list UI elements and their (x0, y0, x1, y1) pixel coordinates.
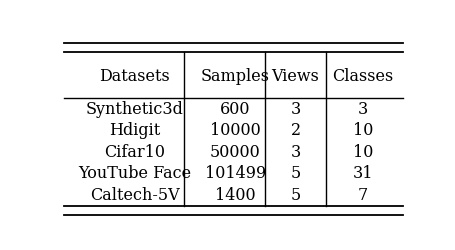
Text: Hdigit: Hdigit (109, 122, 160, 139)
Text: 101499: 101499 (204, 165, 266, 182)
Text: Samples: Samples (201, 68, 269, 85)
Text: YouTube Face: YouTube Face (78, 165, 191, 182)
Text: 2: 2 (290, 122, 300, 139)
Text: Datasets: Datasets (99, 68, 170, 85)
Text: Views: Views (271, 68, 319, 85)
Text: 600: 600 (220, 100, 250, 117)
Text: 10: 10 (352, 144, 372, 161)
Text: Synthetic3d: Synthetic3d (86, 100, 183, 117)
Text: 7: 7 (357, 187, 367, 204)
Text: 5: 5 (290, 187, 300, 204)
Text: 31: 31 (352, 165, 372, 182)
Text: Classes: Classes (331, 68, 393, 85)
Text: 10: 10 (352, 122, 372, 139)
Text: 3: 3 (290, 144, 300, 161)
Text: Caltech-5V: Caltech-5V (90, 187, 179, 204)
Text: Cifar10: Cifar10 (104, 144, 165, 161)
Text: 3: 3 (290, 100, 300, 117)
Text: 10000: 10000 (210, 122, 260, 139)
Text: 5: 5 (290, 165, 300, 182)
Text: 50000: 50000 (210, 144, 260, 161)
Text: 1400: 1400 (215, 187, 255, 204)
Text: 3: 3 (357, 100, 367, 117)
